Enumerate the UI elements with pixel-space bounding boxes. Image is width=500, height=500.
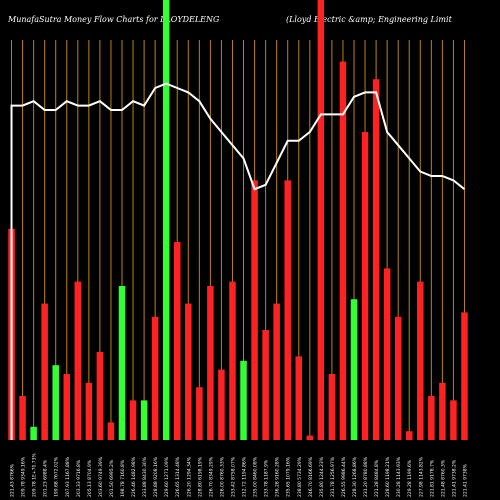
tick-label: 207.93 1167.88%	[65, 456, 71, 497]
tick-label: 226.55 9986.44%	[341, 456, 347, 497]
tick-label: 228.30 1268.86%	[352, 456, 358, 497]
bar	[428, 396, 435, 440]
bar	[41, 303, 48, 440]
tick-label: 236.28 9160.28%	[275, 456, 281, 497]
bar	[339, 61, 347, 440]
tick-label: 233.78 1187.9%	[264, 459, 270, 497]
tick-label: 228.88 9208.16%	[153, 456, 159, 497]
tick-label: 233.88 8430.30%	[142, 456, 148, 497]
tick-label: 226.00 8760.33%	[219, 456, 225, 497]
tick-label: 228.60 1198.21%	[385, 456, 391, 497]
tick-label: 203.33 9716.8%	[76, 459, 82, 497]
tick-label: 201.50 6995.2%	[109, 459, 115, 497]
tick-label: 198.78 7160.8%	[120, 459, 126, 497]
tick-label: 212.72 1194.86%	[242, 456, 248, 497]
tick-label: 229.60 1271.09%	[164, 456, 170, 497]
tick-label: 226.46 1482.98%	[131, 456, 137, 497]
price-line-path	[10, 82, 466, 440]
bar	[52, 365, 59, 440]
title-left: MunafaSutra Money Flow Charts for LLOYDE…	[8, 15, 220, 24]
bar	[284, 180, 291, 440]
x-axis-labels: 221.43 8766% 209.78 9349.16% 209.78 1E+70.…	[10, 452, 469, 497]
bar	[140, 400, 148, 440]
bar	[461, 312, 468, 440]
tick-label: 230.28 1143.93%	[396, 456, 402, 497]
bar	[372, 79, 380, 440]
tick-label: 201.23 6988.4%	[43, 459, 49, 497]
bar	[295, 356, 303, 440]
bar	[439, 382, 446, 440]
tick-label: 199.68 7672.02%	[54, 456, 60, 497]
tick-label: 226.70 8349.29%	[208, 456, 214, 497]
tick-label: 233.42 8758.07%	[230, 456, 236, 497]
bar	[361, 132, 369, 440]
tick-label: 229.28 1199.6%	[407, 459, 413, 497]
tick-label: 235.80 1244.23%	[319, 456, 325, 497]
tick-label: 246.70 8166.69%	[308, 456, 314, 497]
bar	[417, 281, 424, 440]
bar	[306, 435, 314, 440]
bar	[129, 400, 137, 440]
bar	[273, 303, 280, 440]
bars	[8, 0, 468, 440]
bar	[383, 268, 391, 440]
bar	[19, 396, 26, 440]
bar	[151, 316, 159, 440]
bar	[173, 242, 181, 440]
bar	[350, 299, 358, 440]
tick-label: 226.65 1314.48%	[175, 456, 181, 497]
tick-label: 203.60 9749.39%	[98, 456, 104, 497]
bar	[251, 180, 258, 440]
tick-label: 221.43 8766%	[10, 463, 16, 497]
tick-label: 221.81 9178.7%	[429, 459, 435, 497]
bar	[207, 286, 214, 440]
bar	[229, 281, 236, 440]
bar	[107, 422, 115, 440]
bar	[96, 352, 104, 440]
bar	[328, 374, 336, 440]
bar	[118, 286, 126, 440]
title-right: (Lloyd Electric &amp; Engineering Limit	[286, 15, 452, 24]
bar	[185, 303, 192, 440]
tick-label: 221.48 8760.3%	[440, 459, 446, 497]
bar	[240, 360, 247, 440]
bar	[196, 387, 203, 440]
tick-label: 226.20 1294.34%	[186, 456, 192, 497]
bar	[85, 382, 93, 440]
bar	[63, 374, 71, 440]
tick-label: 221.28 8484.8%	[374, 459, 380, 497]
bar	[262, 330, 269, 440]
tick-label: 231.20 8780.88%	[363, 456, 369, 497]
tick-label: 238.80 5734.29%	[297, 456, 303, 497]
tick-label: 228.80 6198.19%	[197, 456, 203, 497]
tick-label: 221.41 9738%	[462, 463, 468, 497]
tick-label: 209.78 1E+70.73%	[32, 452, 38, 497]
tick-label: 205.13 8704.9%	[87, 459, 93, 497]
bar	[30, 426, 37, 440]
tick-label: 235.00 8460.08%	[253, 456, 259, 497]
bar	[450, 400, 457, 440]
bar	[74, 281, 82, 440]
tick-label: 235.65 1079.16%	[286, 456, 292, 497]
price-line	[10, 82, 466, 440]
tick-label: 209.78 9349.16%	[21, 456, 27, 497]
chart-title: MunafaSutra Money Flow Charts for LLOYDE…	[0, 0, 500, 40]
tick-label: 227.98 1143.82%	[418, 456, 424, 497]
tick-label: 231.78 1256.97%	[330, 456, 336, 497]
bar	[218, 369, 225, 440]
bar	[317, 0, 325, 440]
bar	[405, 431, 413, 440]
tick-label: 221.41 9738.2%	[451, 459, 457, 497]
bar	[162, 0, 170, 440]
bar	[394, 316, 402, 440]
